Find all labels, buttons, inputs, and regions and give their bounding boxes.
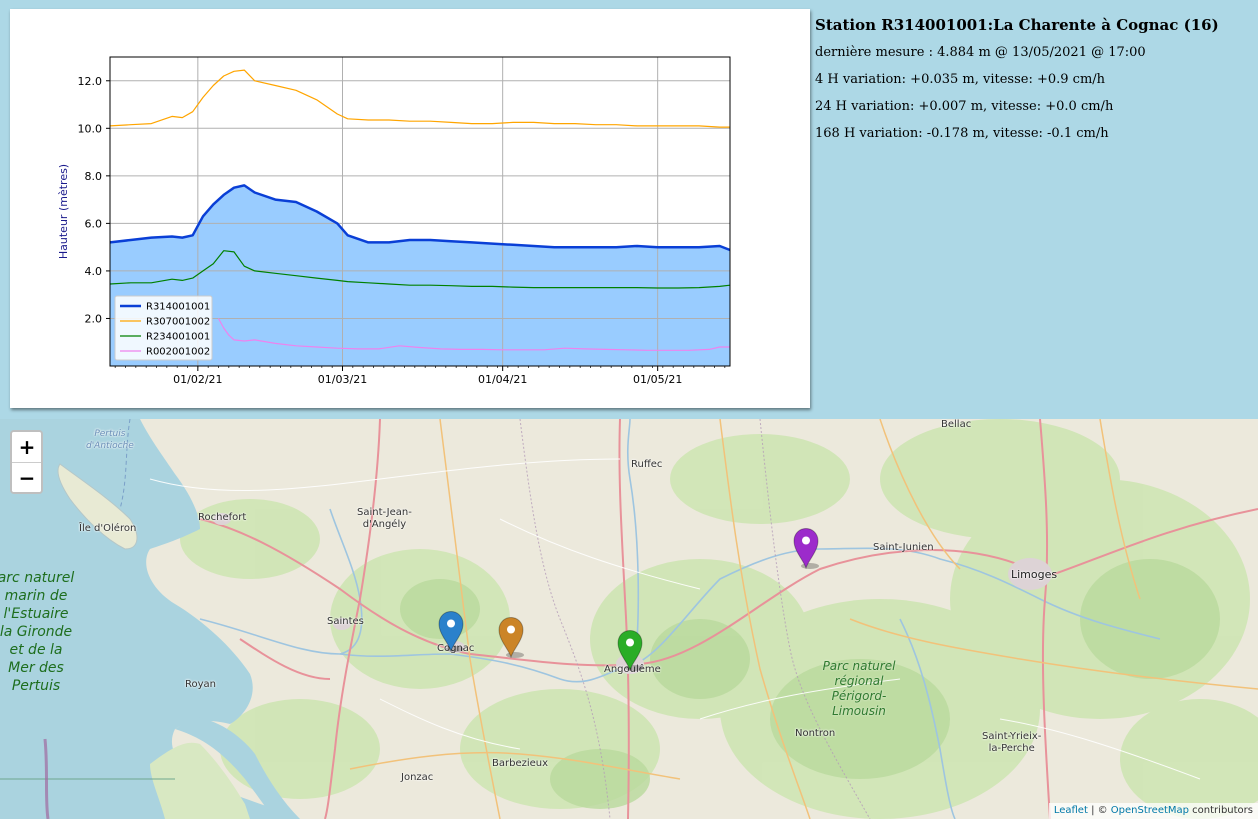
marker-angouleme-green[interactable] — [616, 629, 644, 672]
series-area-R314001001 — [110, 185, 730, 366]
attribution-contributors: contributors — [1189, 805, 1253, 816]
x-tick-label-3: 01/05/21 — [633, 373, 682, 386]
station-info: Station R314001001:La Charente à Cognac … — [815, 16, 1255, 153]
variation-24h: 24 H variation: +0.007 m, vitesse: +0.0 … — [815, 99, 1114, 114]
legend-box — [114, 295, 213, 361]
marker-cognac-blue[interactable] — [437, 610, 465, 653]
variation-168h: 168 H variation: -0.178 m, vitesse: -0.1… — [815, 126, 1109, 141]
marker-violet[interactable] — [792, 527, 820, 570]
attribution-separator: | © — [1087, 805, 1111, 816]
legend-label-R307001002: R307001002 — [146, 317, 210, 328]
park-perigord-limousin: Parc naturel régional Périgord- Limousin — [822, 659, 896, 718]
y-tick-label-1: 4.0 — [85, 265, 103, 278]
place-jonzac: Jonzac — [401, 772, 434, 783]
place-royan: Royan — [185, 679, 217, 690]
marker-violet-icon — [793, 527, 819, 570]
marker-green-icon — [617, 629, 643, 672]
legend-label-R234001001: R234001001 — [146, 332, 210, 343]
series-line-R307001002 — [109, 69, 730, 128]
legend-label-R314001001: R314001001 — [146, 302, 210, 313]
plot-frame — [109, 56, 731, 367]
x-tick-label-1: 01/03/21 — [318, 373, 367, 386]
place-saint-jean-d-angely: Saint-Jean- d'Angély — [357, 507, 412, 530]
place-barbezieux: Barbezieux — [492, 758, 549, 769]
zoom-control: + − — [10, 430, 43, 494]
series-line-R234001001 — [109, 250, 731, 289]
last-measure: dernière mesure : 4.884 m @ 13/05/2021 @… — [815, 45, 1146, 60]
y-tick-label-2: 6.0 — [85, 217, 103, 230]
place-rochefort: Rochefort — [198, 512, 247, 523]
y-tick-label-0: 2.0 — [85, 312, 103, 325]
leaflet-link[interactable]: Leaflet — [1053, 805, 1088, 816]
marker-orange[interactable] — [497, 616, 525, 659]
y-tick-label-5: 12.0 — [78, 75, 103, 88]
map-tiles — [0, 419, 1258, 819]
place-saint-yrieix: Saint-Yrieix- la-Perche — [982, 731, 1042, 754]
osm-link[interactable]: OpenStreetMap — [1110, 805, 1189, 816]
series-line-R314001001 — [109, 184, 731, 252]
place-ruffec: Ruffec — [631, 459, 663, 470]
x-tick-label-0: 01/02/21 — [173, 373, 222, 386]
place-cognac: Cognac — [437, 643, 474, 655]
variation-4h: 4 H variation: +0.035 m, vitesse: +0.9 c… — [815, 72, 1106, 87]
map[interactable]: + − Bellac Pertuis d'Antioche Ruffec Île… — [0, 419, 1258, 819]
y-axis-label: Hauteur (mètres) — [57, 164, 70, 259]
y-tick-label-3: 8.0 — [85, 170, 103, 183]
place-pertuis: Pertuis d'Antioche — [86, 429, 134, 451]
marker-blue-icon — [438, 610, 464, 653]
place-limoges: Limoges — [1011, 568, 1058, 581]
zoom-in-button[interactable]: + — [12, 432, 41, 462]
place-nontron: Nontron — [795, 728, 836, 739]
place-saintes: Saintes — [327, 616, 364, 627]
x-tick-label-2: 01/04/21 — [478, 373, 527, 386]
y-tick-label-4: 10.0 — [78, 122, 103, 135]
map-attribution: Leaflet | © OpenStreetMap contributors — [1048, 803, 1258, 819]
zoom-out-button[interactable]: − — [12, 462, 41, 492]
station-title: Station R314001001:La Charente à Cognac … — [815, 16, 1219, 34]
place-saint-junien: Saint-Junien — [873, 542, 934, 553]
place-bellac: Bellac — [941, 419, 972, 430]
park-estuaire-gironde: arc naturel marin de l'Estuaire la Giron… — [0, 570, 75, 694]
water-level-chart: 2.0 4.0 6.0 8.0 10.0 12.0 01/02/21 01/03/21 01/0… — [57, 56, 731, 386]
marker-orange-icon — [498, 616, 524, 659]
place-oleron: Île d'Oléron — [79, 523, 137, 534]
chart-panel: 2.0 4.0 6.0 8.0 10.0 12.0 01/02/21 01/03/21 01/0… — [10, 9, 810, 408]
series-line-R002001002 — [217, 318, 730, 351]
place-angouleme: Angoulême — [604, 664, 661, 676]
legend-label-R002001002: R002001002 — [146, 347, 210, 358]
